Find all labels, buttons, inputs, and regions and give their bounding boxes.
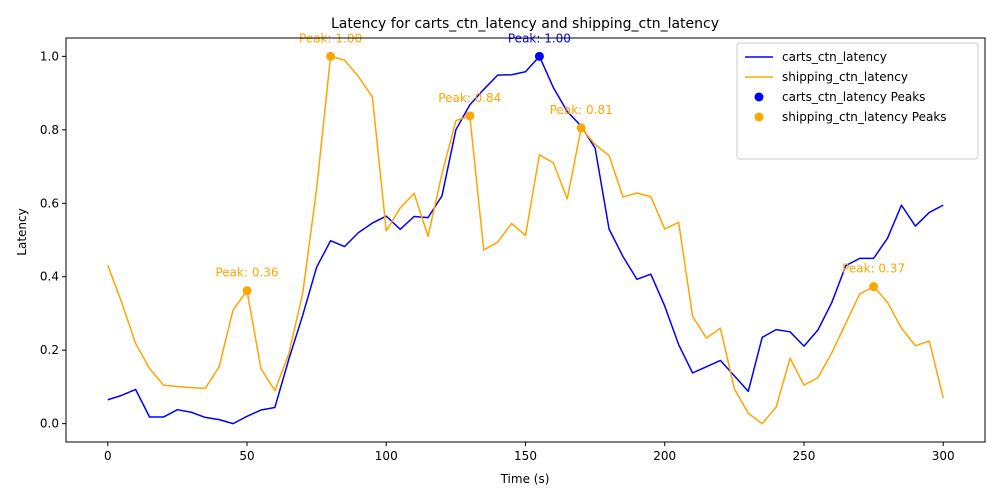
peak-point: [869, 282, 879, 292]
x-tick-label: 0: [104, 449, 112, 463]
x-tick-label: 250: [793, 449, 816, 463]
legend-marker-swatch: [754, 92, 764, 102]
x-tick-label: 50: [239, 449, 254, 463]
peak-markers: [242, 51, 879, 296]
peak-point: [326, 51, 336, 61]
chart-title: Latency for carts_ctn_latency and shippi…: [331, 16, 719, 32]
y-tick-label: 1.0: [40, 49, 59, 63]
x-tick-label: 200: [653, 449, 676, 463]
legend-entry-label: carts_ctn_latency Peaks: [782, 90, 925, 104]
y-tick-label: 0.0: [40, 417, 59, 431]
peak-label: Peak: 0.81: [550, 103, 613, 117]
plot-axes: 0 50 100 150 200 250 300 0.0 0.2 0.4 0.6 0.8 1.0: [40, 49, 955, 463]
legend-entry-label: shipping_ctn_latency Peaks: [782, 110, 947, 124]
plot-frame: [65, 37, 986, 443]
x-tick-label: 150: [514, 449, 537, 463]
legend-entry-label: carts_ctn_latency: [782, 50, 887, 64]
peak-point: [534, 51, 544, 61]
legend-marker-swatch: [754, 112, 764, 122]
peak-point: [576, 123, 586, 133]
legend-box: [736, 42, 979, 160]
peak-label: Peak: 0.84: [438, 91, 501, 105]
legend: carts_ctn_latency shipping_ctn_latencycar…: [736, 42, 979, 160]
y-tick-label: 0.2: [40, 343, 59, 357]
y-axis-label: Latency: [15, 208, 29, 255]
x-tick-label: 100: [375, 449, 398, 463]
peak-point: [242, 286, 252, 296]
legend-entry-label: shipping_ctn_latency: [782, 70, 908, 84]
y-tick-label: 0.8: [40, 123, 59, 137]
y-tick-label: 0.6: [40, 196, 59, 210]
peak-label: Peak: 0.36: [215, 266, 278, 280]
x-tick-label: 300: [932, 449, 955, 463]
peak-point: [465, 111, 475, 121]
x-axis-label: Time (s): [500, 472, 550, 486]
y-tick-label: 0.4: [40, 270, 59, 284]
peak-label: Peak: 0.37: [842, 262, 905, 276]
series-line-carts_ctn_latency: [107, 55, 944, 425]
